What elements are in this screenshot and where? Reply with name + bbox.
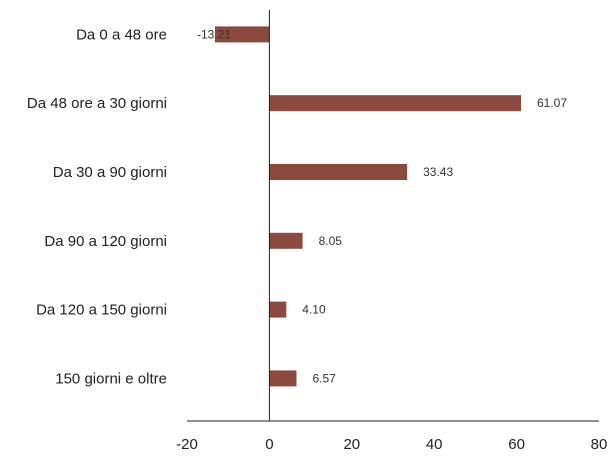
x-tick-label-4: 40 (426, 436, 443, 453)
data-label-2: 61.07 (537, 96, 567, 110)
data-label-3: 33.43 (423, 165, 453, 179)
x-tick-labels-group: -20 0 20 40 60 80 (176, 436, 607, 453)
data-label-4: 8.05 (319, 234, 343, 248)
bar-2 (269, 95, 522, 112)
category-label-3: Da 30 a 90 giorni (53, 164, 167, 181)
x-tick-label-3: 20 (343, 436, 360, 453)
bar-5 (269, 301, 287, 318)
data-label-6: 6.57 (312, 371, 336, 385)
data-labels-group: -13.21 61.07 33.43 8.05 4.10 6.57 (197, 27, 567, 385)
bar-6 (269, 370, 297, 387)
bar-3 (269, 164, 408, 180)
category-label-6: 150 giorni e oltre (55, 370, 167, 387)
category-label-1: Da 0 a 48 ore (76, 26, 167, 43)
data-label-5: 4.10 (302, 303, 326, 317)
category-label-4: Da 90 a 120 giorni (44, 233, 167, 250)
x-tick-label-5: 60 (508, 436, 525, 453)
x-tick-label-6: 80 (591, 436, 608, 453)
x-tick-label-2: 0 (265, 436, 273, 453)
bars-group (214, 26, 522, 387)
bar-4 (269, 232, 303, 249)
data-label-1: -13.21 (197, 27, 231, 41)
category-label-2: Da 48 ore a 30 giorni (27, 95, 167, 112)
x-tick-label-1: -20 (176, 436, 198, 453)
category-labels-group: Da 0 a 48 ore Da 48 ore a 30 giorni Da 30 … (27, 26, 167, 387)
category-label-5: Da 120 a 150 giorni (36, 302, 167, 319)
bar-1 (214, 26, 270, 43)
